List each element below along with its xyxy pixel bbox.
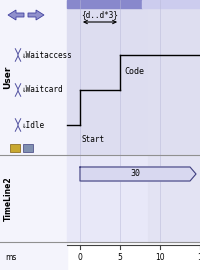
Text: 0: 0 <box>77 253 82 262</box>
Text: User: User <box>3 66 12 89</box>
Text: ⇓Waitcard: ⇓Waitcard <box>22 86 63 94</box>
Bar <box>147 0 200 155</box>
Bar <box>67 0 200 155</box>
Bar <box>23 144 33 152</box>
Text: Code: Code <box>123 67 143 76</box>
Bar <box>67 155 200 242</box>
Text: ⇓Waitaccess: ⇓Waitaccess <box>22 50 73 59</box>
Polygon shape <box>28 10 44 20</box>
Text: ms: ms <box>5 253 16 262</box>
Text: 10: 10 <box>154 253 164 262</box>
Bar <box>67 0 141 8</box>
Bar <box>0 0 67 270</box>
Text: Start: Start <box>82 135 105 144</box>
Text: 30: 30 <box>129 170 139 178</box>
Text: ⇓Idle: ⇓Idle <box>22 120 45 130</box>
Bar <box>10 144 20 152</box>
Text: TimeLine2: TimeLine2 <box>3 176 12 221</box>
Text: 1: 1 <box>197 253 200 262</box>
Bar <box>147 155 200 242</box>
Polygon shape <box>8 10 24 20</box>
Text: 5: 5 <box>117 253 122 262</box>
Polygon shape <box>80 167 195 181</box>
Bar <box>141 0 200 8</box>
Text: {d..d*3}: {d..d*3} <box>81 10 118 19</box>
